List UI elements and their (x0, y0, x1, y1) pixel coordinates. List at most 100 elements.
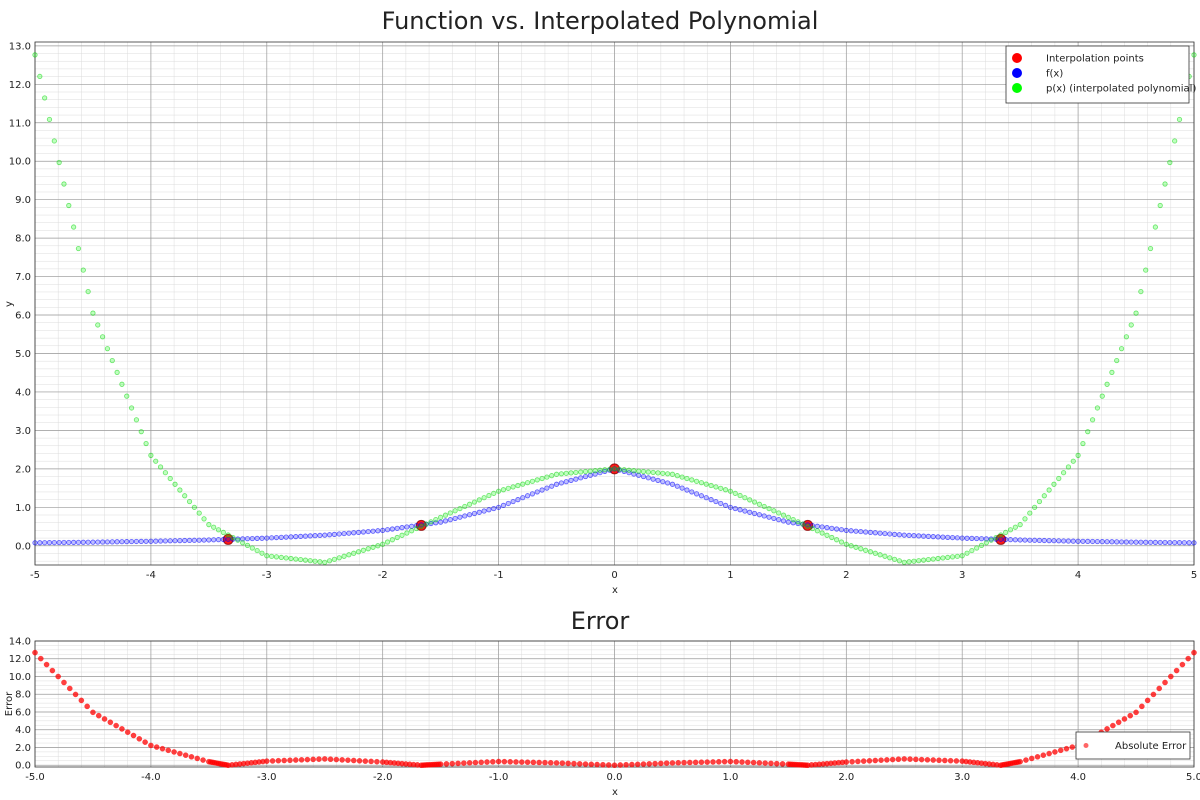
point-f-x (273, 534, 280, 541)
point-p-x-interpolated-polynomial (539, 475, 545, 482)
point-p-x-interpolated-polynomial (293, 556, 299, 562)
point-p-x-interpolated-polynomial (481, 495, 487, 501)
point-f-x (858, 528, 864, 535)
point-p-x-interpolated-polynomial (887, 555, 893, 561)
x-tick-label: 2.0 (838, 772, 854, 783)
y-tick-label: 3.0 (15, 426, 31, 437)
point-absolute-error (142, 739, 148, 745)
point-p-x-interpolated-polynomial (186, 498, 193, 505)
point-p-x-interpolated-polynomial (1051, 481, 1057, 487)
x-tick-label: 5 (1191, 570, 1197, 581)
point-f-x (418, 522, 424, 528)
point-p-x-interpolated-polynomial (486, 492, 492, 499)
point-p-x-interpolated-polynomial (244, 542, 251, 548)
point-absolute-error (1156, 685, 1163, 692)
point-absolute-error (866, 757, 873, 764)
point-p-x-interpolated-polynomial (843, 541, 849, 547)
point-absolute-error (1052, 749, 1058, 755)
point-p-x-interpolated-polynomial (824, 532, 830, 538)
y-tick-label: 1.0 (15, 503, 31, 514)
point-absolute-error (466, 759, 473, 766)
point-f-x (317, 532, 323, 539)
point-p-x-interpolated-polynomial (307, 558, 313, 564)
point-p-x-interpolated-polynomial (916, 558, 922, 564)
point-absolute-error (107, 719, 114, 726)
point-p-x-interpolated-polynomial (365, 546, 371, 552)
error-chart-marks (32, 649, 1197, 769)
point-p-x-interpolated-polynomial (906, 559, 912, 565)
point-f-x (1176, 540, 1183, 546)
point-absolute-error (159, 745, 166, 752)
point-p-x-interpolated-polynomial (341, 553, 347, 559)
point-f-x (104, 539, 111, 545)
point-f-x (539, 487, 545, 493)
point-absolute-error (617, 762, 624, 768)
point-f-x (510, 498, 516, 505)
point-p-x-interpolated-polynomial (1080, 440, 1086, 447)
y-tick-label: 10.0 (9, 157, 31, 168)
y-tick-label: 2.0 (15, 464, 31, 475)
point-p-x-interpolated-polynomial (56, 159, 62, 166)
y-tick-label: 10.0 (9, 672, 31, 683)
point-p-x-interpolated-polynomial (100, 334, 106, 340)
point-p-x-interpolated-polynomial (380, 541, 386, 547)
point-p-x-interpolated-polynomial (1147, 245, 1154, 252)
point-f-x (640, 473, 647, 480)
point-p-x-interpolated-polynomial (954, 553, 960, 559)
point-p-x-interpolated-polynomial (1191, 52, 1197, 58)
point-absolute-error (350, 757, 357, 764)
point-f-x (959, 535, 965, 541)
legend-marker-p-x (1012, 83, 1022, 93)
point-absolute-error (750, 759, 757, 766)
point-p-x-interpolated-polynomial (587, 468, 593, 474)
point-absolute-error (321, 756, 328, 762)
point-p-x-interpolated-polynomial (225, 532, 231, 538)
point-absolute-error (565, 760, 571, 767)
point-p-x-interpolated-polynomial (85, 288, 91, 295)
point-p-x-interpolated-polynomial (119, 381, 125, 387)
point-p-x-interpolated-polynomial (790, 516, 796, 523)
point-f-x (201, 537, 207, 543)
y-tick-label: 4.0 (15, 387, 31, 398)
point-f-x (71, 539, 77, 545)
point-f-x (119, 539, 125, 545)
point-f-x (1075, 538, 1081, 544)
point-absolute-error (860, 758, 867, 764)
point-p-x-interpolated-polynomial (438, 514, 444, 520)
point-f-x (124, 539, 130, 545)
point-p-x-interpolated-polynomial (935, 555, 941, 562)
x-tick-label: 4 (1075, 570, 1081, 581)
point-f-x (167, 538, 173, 544)
point-absolute-error (1191, 649, 1197, 656)
point-p-x-interpolated-polynomial (66, 202, 72, 209)
point-f-x (153, 538, 159, 544)
point-absolute-error (72, 691, 79, 698)
point-absolute-error (437, 761, 444, 768)
point-f-x (269, 535, 275, 541)
point-f-x (814, 523, 820, 529)
point-f-x (693, 491, 700, 497)
y-tick-label: 9.0 (15, 195, 31, 206)
point-absolute-error (263, 758, 270, 764)
point-f-x (394, 525, 400, 531)
point-f-x (66, 539, 72, 546)
point-absolute-error (681, 759, 687, 766)
point-f-x (708, 497, 714, 503)
point-f-x (462, 513, 468, 519)
point-f-x (747, 509, 753, 515)
point-f-x (848, 528, 854, 534)
point-p-x-interpolated-polynomial (698, 480, 705, 486)
point-absolute-error (849, 758, 855, 765)
x-tick-label: -5.0 (25, 772, 45, 783)
point-absolute-error (692, 759, 699, 766)
point-f-x (360, 529, 366, 535)
x-tick-label: 0.0 (607, 772, 623, 783)
point-p-x-interpolated-polynomial (153, 458, 159, 464)
point-p-x-interpolated-polynomial (1176, 116, 1183, 123)
point-f-x (355, 529, 362, 535)
point-f-x (1046, 537, 1052, 544)
point-p-x-interpolated-polynomial (978, 542, 985, 548)
point-absolute-error (188, 753, 195, 760)
point-f-x (1118, 539, 1125, 545)
point-absolute-error (611, 762, 618, 769)
